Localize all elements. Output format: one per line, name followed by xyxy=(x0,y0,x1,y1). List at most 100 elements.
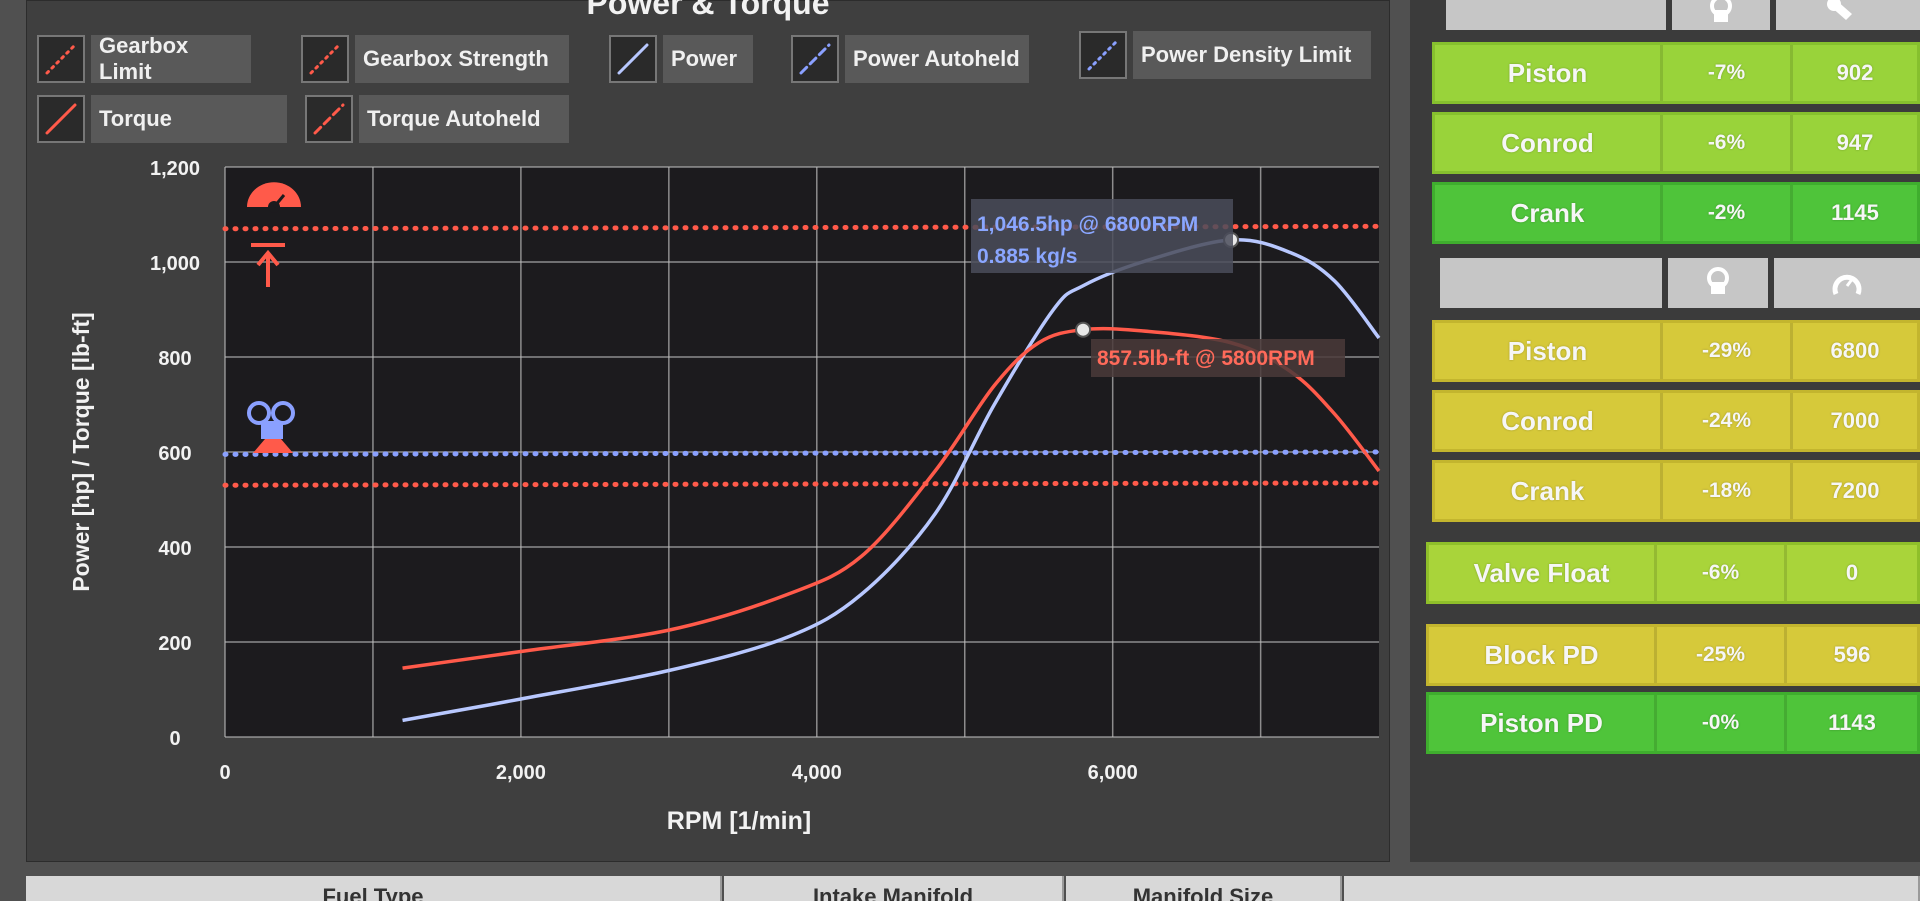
stat-value: 7000 xyxy=(1830,408,1880,433)
legend-label: Power Autoheld xyxy=(845,35,1029,83)
legend-torque-autoheld[interactable]: Torque Autoheld xyxy=(305,95,569,143)
tab-intake-manifold[interactable]: Intake Manifold xyxy=(724,876,1064,901)
stat-percent: -18% xyxy=(1663,463,1793,519)
header-piston-icon-cell[interactable] xyxy=(1672,0,1770,30)
power-density-label: 0.885 kg/s xyxy=(977,245,1077,268)
legend-gearbox-limit[interactable]: Gearbox Limit xyxy=(37,33,251,84)
stat-value: 7200 xyxy=(1830,478,1880,503)
y-tick-label: 200 xyxy=(158,633,191,655)
legend-label: Torque Autoheld xyxy=(359,95,569,143)
wrench-icon xyxy=(1827,0,1852,20)
legend-swatch xyxy=(37,35,85,83)
legend-label: Gearbox Limit xyxy=(91,33,251,84)
stat-row-piston: Piston -7% 902 xyxy=(1432,42,1920,104)
stat-row-crank-rpm: Crank -18% 7200 xyxy=(1432,460,1920,522)
power-torque-panel: Power & Torque Gearbox Limit Gearbox Str… xyxy=(26,0,1390,862)
legend-swatch xyxy=(37,95,85,143)
stat-name: Crank xyxy=(1435,463,1663,519)
legend-power-density-limit[interactable]: Power Density Limit xyxy=(1079,31,1371,79)
y-tick-label: 1,200 xyxy=(150,158,200,180)
stat-row-block-pd: Block PD -25% 596 xyxy=(1426,624,1920,686)
piston-density-icon xyxy=(247,401,295,453)
stat-name: Conrod xyxy=(1435,393,1663,449)
legend-swatch xyxy=(301,35,349,83)
x-tick-label: 6,000 xyxy=(1088,762,1138,784)
stat-value: 902 xyxy=(1836,60,1874,85)
stat-row-piston-pd: Piston PD -0% 1143 xyxy=(1426,692,1920,754)
header-piston-icon-cell-2[interactable] xyxy=(1668,258,1768,308)
stat-percent: -6% xyxy=(1657,545,1787,601)
stat-value: 6800 xyxy=(1830,338,1880,363)
stat-row-crank: Crank -2% 1145 xyxy=(1432,182,1920,244)
x-tick-label: 2,000 xyxy=(496,762,546,784)
legend-swatch xyxy=(305,95,353,143)
chart-title: Power & Torque xyxy=(586,0,830,21)
header-wrench-icon-cell[interactable] xyxy=(1776,0,1920,30)
y-tick-label: 600 xyxy=(158,443,191,465)
stat-percent: -2% xyxy=(1663,185,1793,241)
stat-row-valve-float: Valve Float -6% 0 xyxy=(1426,542,1920,604)
stat-percent: -29% xyxy=(1663,323,1793,379)
limit-line-power-density-limit xyxy=(222,449,1382,457)
gearbox-limit-icon xyxy=(247,182,301,213)
x-tick-label: 4,000 xyxy=(792,762,842,784)
stat-value: 596 xyxy=(1833,642,1871,667)
stat-value: 1143 xyxy=(1828,710,1876,735)
header-gauge-icon-cell[interactable] xyxy=(1774,258,1920,308)
legend-label: Power Density Limit xyxy=(1133,31,1371,79)
legend-swatch xyxy=(609,35,657,83)
stat-percent: -25% xyxy=(1657,627,1787,683)
stress-panel: Piston -7% 902 Conrod -6% 947 Crank -2% … xyxy=(1410,0,1920,862)
peak-marker-torque[interactable] xyxy=(1075,321,1092,338)
limit-line-gearbox-strength xyxy=(222,480,1382,488)
stat-value: 0 xyxy=(1845,560,1859,585)
power-peak-tooltip: 1,046.5hp @ 6800RPM 0.885 kg/s xyxy=(971,199,1233,273)
stat-name: Valve Float xyxy=(1429,545,1657,601)
x-tick-label: 0 xyxy=(219,762,230,784)
tick-labels: 0 200 400 600 800 1,000 1,200 0 2,000 4,000 6,000 xyxy=(150,158,1138,784)
stat-row-conrod: Conrod -6% 947 xyxy=(1432,112,1920,174)
legend-power[interactable]: Power xyxy=(609,35,753,83)
tab-blank[interactable] xyxy=(1344,876,1920,901)
stat-value: 1145 xyxy=(1831,200,1879,225)
y-tick-label: 800 xyxy=(158,348,191,370)
gauge-icon xyxy=(1832,274,1862,295)
stat-name: Block PD xyxy=(1429,627,1657,683)
stat-percent: -24% xyxy=(1663,393,1793,449)
series-line-power xyxy=(402,237,1381,723)
stat-name: Piston xyxy=(1435,45,1663,101)
stat-name: Piston PD xyxy=(1429,695,1657,751)
stat-name: Piston xyxy=(1435,323,1663,379)
torque-peak-label: 857.5lb-ft @ 5800RPM xyxy=(1097,347,1315,370)
legend-torque[interactable]: Torque xyxy=(37,95,287,143)
power-torque-chart: 0 200 400 600 800 1,000 1,200 0 2,000 4,000 6,000 xyxy=(68,158,1382,835)
stat-name: Conrod xyxy=(1435,115,1663,171)
stat-value: 947 xyxy=(1836,130,1874,155)
stat-row-conrod-rpm: Conrod -24% 7000 xyxy=(1432,390,1920,452)
legend-gearbox-strength[interactable]: Gearbox Strength xyxy=(301,35,569,83)
stat-row-piston-rpm: Piston -29% 6800 xyxy=(1432,320,1920,382)
stat-percent: -7% xyxy=(1663,45,1793,101)
tab-manifold-size[interactable]: Manifold Size xyxy=(1066,876,1342,901)
legend-label: Gearbox Strength xyxy=(355,35,569,83)
y-tick-label: 1,000 xyxy=(150,253,200,275)
header-blank-cell xyxy=(1446,0,1666,30)
stat-percent: -0% xyxy=(1657,695,1787,751)
legend-power-autoheld[interactable]: Power Autoheld xyxy=(791,35,1029,83)
stat-name: Crank xyxy=(1435,185,1663,241)
legend-label: Torque xyxy=(91,95,287,143)
piston-icon xyxy=(1707,267,1729,294)
x-axis-label: RPM [1/min] xyxy=(667,807,811,835)
stat-percent: -6% xyxy=(1663,115,1793,171)
y-tick-label: 400 xyxy=(158,538,191,560)
legend-label: Power xyxy=(663,35,753,83)
tab-fuel-type[interactable]: Fuel Type xyxy=(26,876,722,901)
piston-icon xyxy=(1710,0,1732,22)
y-tick-label: 0 xyxy=(169,728,180,750)
power-peak-label: 1,046.5hp @ 6800RPM xyxy=(977,213,1198,236)
y-axis-label: Power [hp] / Torque [lb-ft] xyxy=(68,312,94,591)
legend-swatch xyxy=(1079,31,1127,79)
header-blank-cell-2 xyxy=(1440,258,1662,308)
legend-swatch xyxy=(791,35,839,83)
